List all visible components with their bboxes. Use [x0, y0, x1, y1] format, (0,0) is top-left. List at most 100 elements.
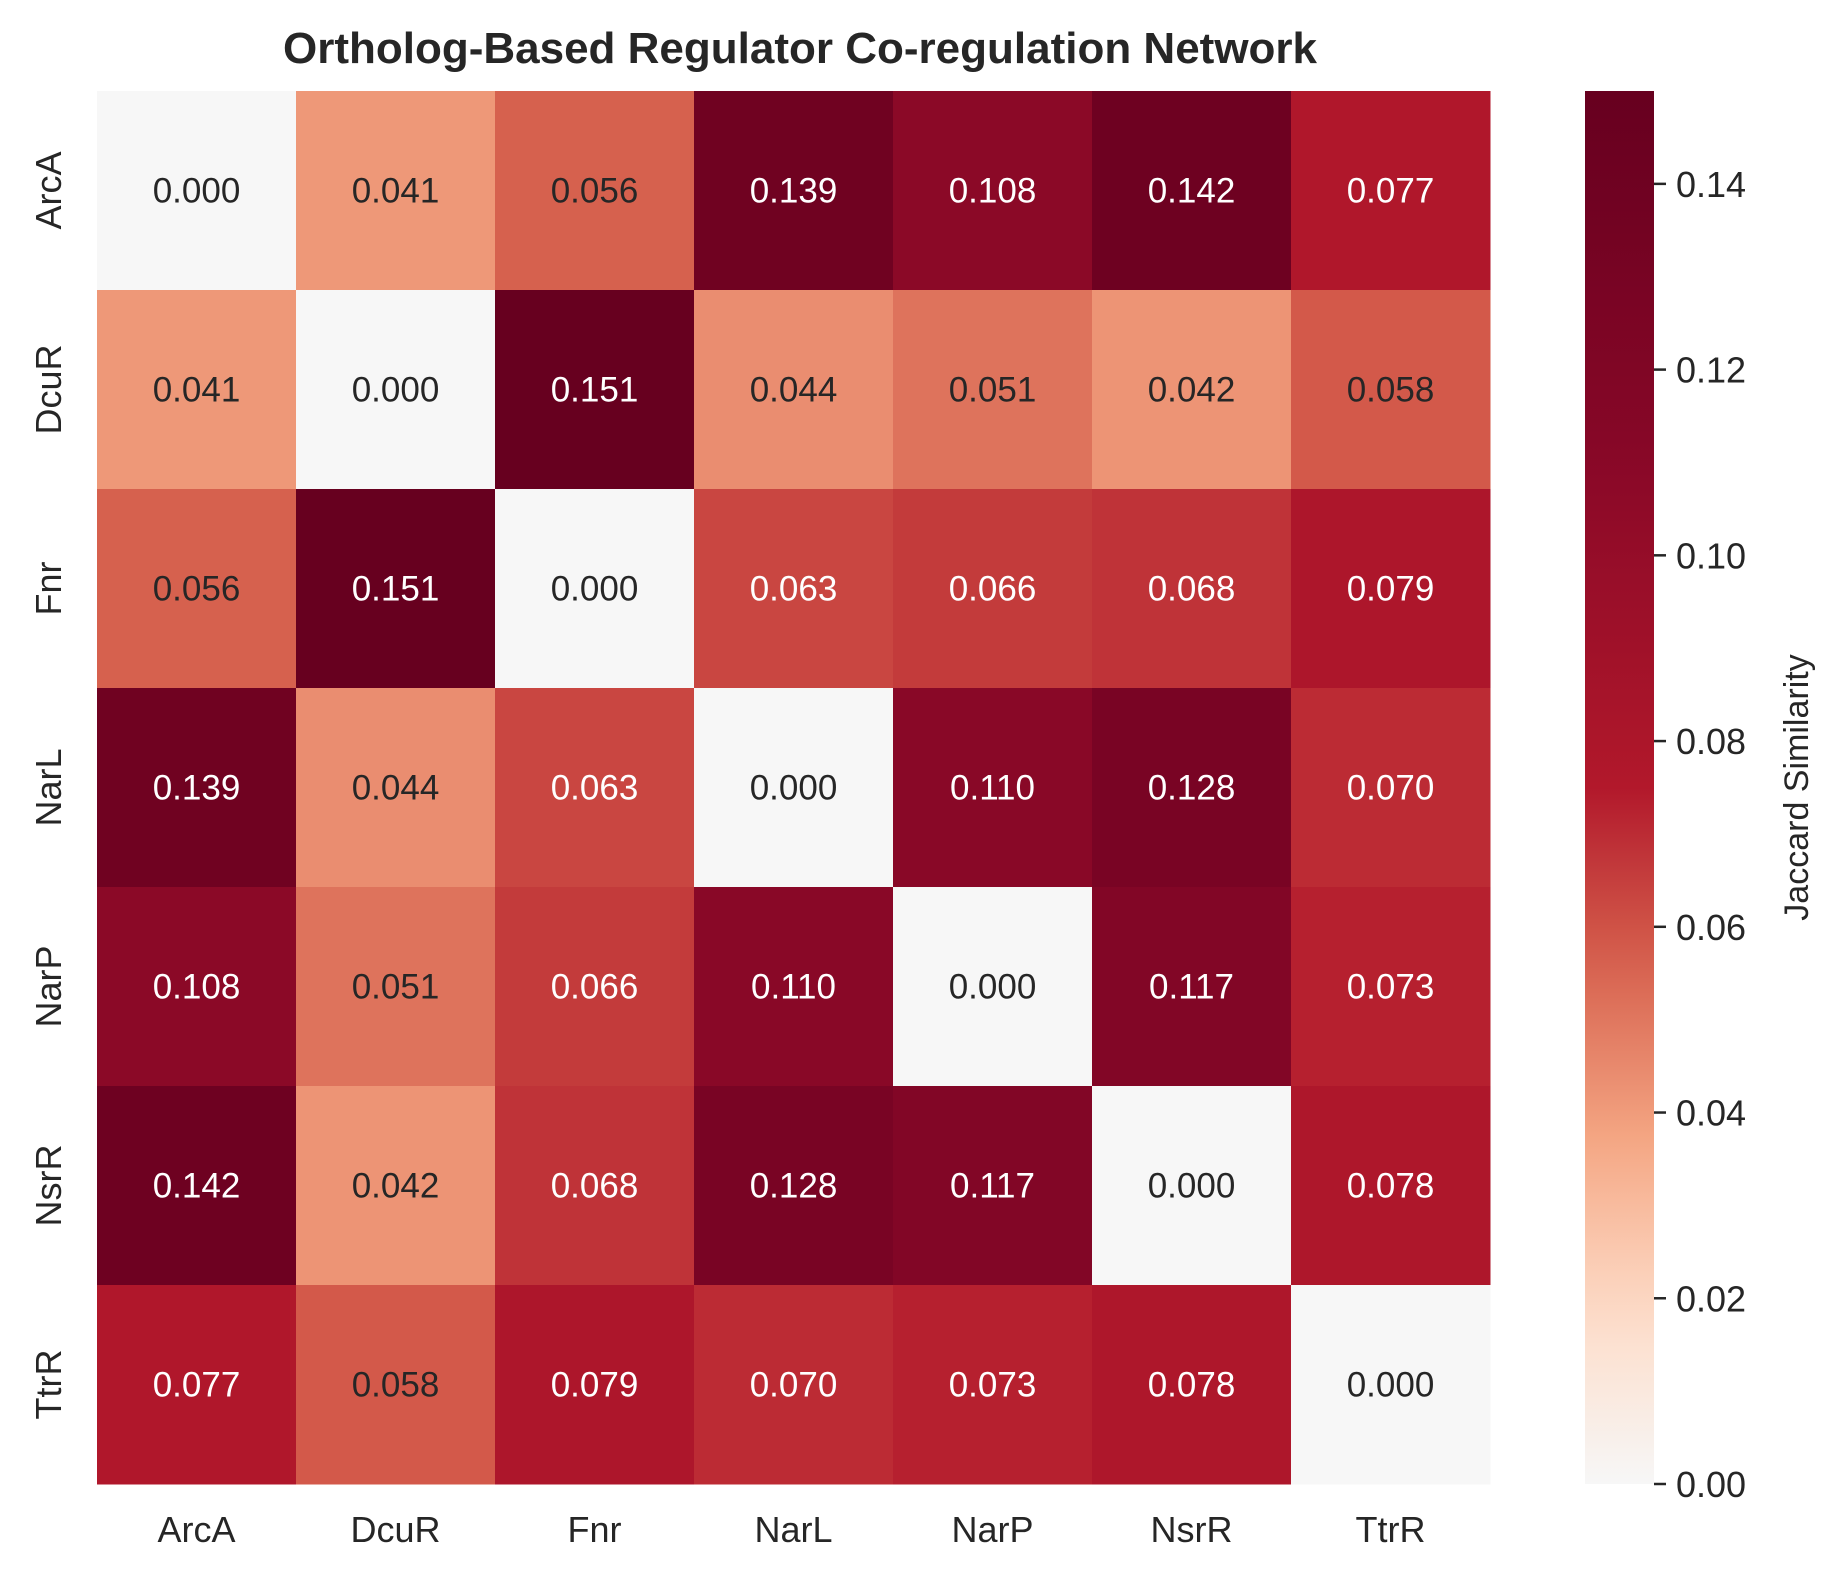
cell-value-label: 0.079: [551, 1366, 639, 1405]
heatmap-cell: [495, 1285, 695, 1485]
heatmap-cell: [1291, 91, 1491, 291]
heatmap-cell: [1092, 887, 1292, 1087]
heatmap-cell: [97, 489, 297, 689]
heatmap-cell: [1291, 1086, 1491, 1286]
y-tick-label: ArcA: [28, 151, 69, 229]
cell-value-label: 0.151: [352, 570, 440, 609]
cell-value-label: 0.063: [750, 570, 838, 609]
cell-value-label: 0.142: [153, 1167, 241, 1206]
cell-value-label: 0.077: [1347, 172, 1435, 211]
cell-value-label: 0.000: [551, 570, 639, 609]
cell-value-label: 0.000: [1148, 1167, 1236, 1206]
cell-value-label: 0.078: [1347, 1167, 1435, 1206]
colorbar-tick-label: 0.02: [1676, 1278, 1746, 1319]
cell-value-label: 0.073: [1347, 968, 1435, 1007]
heatmap-cell: [893, 489, 1093, 689]
cell-value-label: 0.128: [750, 1167, 838, 1206]
heatmap-cell: [97, 887, 297, 1087]
cell-value-label: 0.108: [949, 172, 1037, 211]
cell-value-label: 0.056: [153, 570, 241, 609]
cell-value-label: 0.108: [153, 968, 241, 1007]
heatmap-cell: [1092, 1285, 1292, 1485]
cell-value-label: 0.078: [1148, 1366, 1236, 1405]
heatmap-cell: [495, 1086, 695, 1286]
cell-value-label: 0.117: [950, 1167, 1035, 1206]
heatmap-cell: [893, 91, 1093, 291]
y-tick-label: NsrR: [28, 1145, 69, 1227]
cell-value-label: 0.044: [352, 769, 440, 808]
heatmap-cell: [893, 290, 1093, 490]
heatmap-cell: [296, 688, 496, 888]
heatmap-cell: [893, 1086, 1093, 1286]
cell-value-label: 0.063: [551, 769, 639, 808]
heatmap-cell: [1092, 290, 1292, 490]
heatmap-cell: [1092, 489, 1292, 689]
colorbar-label: Jaccard Similarity: [1778, 654, 1816, 920]
heatmap-cell: [893, 887, 1093, 1087]
cell-value-label: 0.044: [750, 371, 838, 410]
x-tick-label: ArcA: [157, 1509, 235, 1550]
cell-value-label: 0.000: [352, 371, 440, 410]
cell-value-label: 0.058: [1347, 371, 1435, 410]
heatmap-cell: [694, 887, 894, 1087]
cell-value-label: 0.000: [1347, 1366, 1435, 1405]
colorbar-gradient: [1585, 91, 1654, 1484]
cell-value-label: 0.066: [949, 570, 1037, 609]
heatmap-cell: [1291, 290, 1491, 490]
cell-value-label: 0.058: [352, 1366, 440, 1405]
heatmap-cell: [1092, 1086, 1292, 1286]
heatmap-cell: [1092, 91, 1292, 291]
y-tick-label: Fnr: [28, 561, 69, 615]
cell-value-label: 0.000: [153, 172, 241, 211]
cell-value-label: 0.070: [750, 1366, 838, 1405]
heatmap-cell: [893, 688, 1093, 888]
heatmap-cell: [694, 688, 894, 888]
colorbar-tick-label: 0.04: [1676, 1093, 1746, 1134]
x-tick-label: NarL: [754, 1509, 832, 1550]
cell-value-label: 0.000: [750, 769, 838, 808]
heatmap-cell: [495, 688, 695, 888]
y-tick-label: TtrR: [28, 1350, 69, 1420]
heatmap-cell: [296, 290, 496, 490]
x-tick-label: NsrR: [1151, 1509, 1233, 1550]
heatmap-cells: [97, 91, 1491, 1485]
heatmap-cell: [296, 1285, 496, 1485]
heatmap-cell: [97, 1086, 297, 1286]
cell-value-label: 0.117: [1149, 968, 1234, 1007]
cell-value-label: 0.068: [551, 1167, 639, 1206]
cell-value-label: 0.051: [352, 968, 440, 1007]
colorbar: 0.00 0.02 0.04 0.06 0.08 0.10 0.12 0.14 Jaccard …: [1585, 91, 1816, 1505]
y-axis: ArcA DcuR Fnr NarL NarP NsrR TtrR: [28, 151, 69, 1419]
heatmap-cell: [694, 489, 894, 689]
cell-value-label: 0.041: [153, 371, 241, 410]
heatmap-cell: [495, 290, 695, 490]
cell-value-label: 0.139: [153, 769, 241, 808]
colorbar-tick-label: 0.06: [1676, 907, 1746, 948]
x-tick-label: NarP: [951, 1509, 1033, 1550]
heatmap-cell: [495, 489, 695, 689]
cell-value-label: 0.151: [551, 371, 639, 410]
cell-value-label: 0.128: [1148, 769, 1236, 808]
colorbar-tick-label: 0.12: [1676, 350, 1746, 391]
colorbar-tick-label: 0.14: [1676, 164, 1746, 205]
heatmap-cell: [97, 1285, 297, 1485]
cell-value-label: 0.041: [352, 172, 440, 211]
cell-value-label: 0.066: [551, 968, 639, 1007]
heatmap-cell: [694, 1086, 894, 1286]
colorbar-tick-label: 0.00: [1676, 1464, 1746, 1505]
heatmap-cell: [893, 1285, 1093, 1485]
heatmap-cell: [296, 887, 496, 1087]
cell-labels: 0.000 0.041 0.056 0.139 0.108 0.142 0.077 0.041…: [153, 172, 1435, 1405]
colorbar-tick-label: 0.08: [1676, 721, 1746, 762]
colorbar-tick-label: 0.10: [1676, 535, 1746, 576]
heatmap-cell: [1291, 688, 1491, 888]
heatmap-cell: [694, 1285, 894, 1485]
cell-value-label: 0.042: [352, 1167, 440, 1206]
cell-value-label: 0.139: [750, 172, 838, 211]
cell-value-label: 0.051: [949, 371, 1037, 410]
heatmap-cell: [694, 290, 894, 490]
heatmap-cell: [296, 91, 496, 291]
heatmap-cell: [296, 489, 496, 689]
cell-value-label: 0.070: [1347, 769, 1435, 808]
cell-value-label: 0.000: [949, 968, 1037, 1007]
